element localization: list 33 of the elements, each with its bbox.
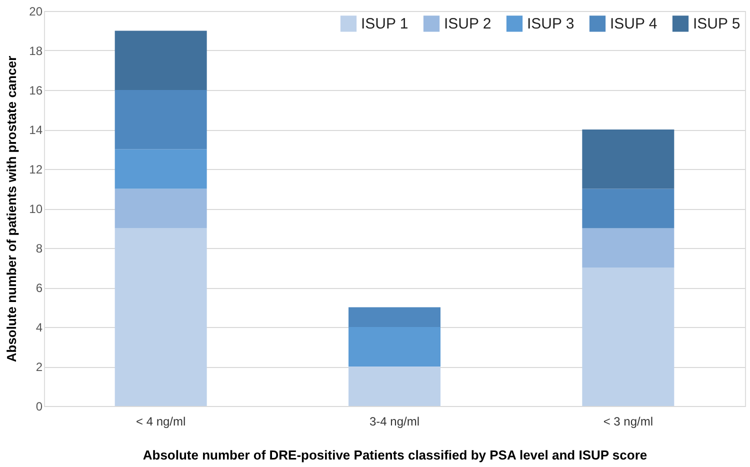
bar <box>348 366 440 406</box>
legend-label: ISUP 3 <box>527 16 574 33</box>
bar <box>348 327 440 366</box>
legend-label: ISUP 4 <box>610 16 658 33</box>
bar <box>114 30 207 90</box>
bar <box>114 228 207 406</box>
y-tick-label: 20 <box>29 4 43 18</box>
x-axis-title: Absolute number of DRE-positive Patients classified by PSA level and ISUP score <box>142 448 648 462</box>
y-tick-label: 0 <box>36 400 43 414</box>
x-tick-label: 3-4 ng/ml <box>369 414 420 428</box>
y-tick-label: 8 <box>36 242 43 256</box>
y-tick-label: 10 <box>29 202 43 216</box>
bar <box>114 188 207 228</box>
y-tick-label: 2 <box>36 360 43 374</box>
y-axis-title: Absolute number of patients with prostate cancer <box>4 56 20 362</box>
y-tick-label: 6 <box>36 281 43 295</box>
y-tick-label: 18 <box>29 44 43 58</box>
y-tick-label: 12 <box>29 162 43 176</box>
y-tick-label: 14 <box>29 123 43 137</box>
bar <box>348 307 440 327</box>
bar <box>114 149 207 189</box>
legend-label: ISUP 1 <box>361 16 408 33</box>
bar <box>582 268 674 406</box>
x-tick-label: < 4 ng/ml <box>136 414 186 428</box>
bar <box>582 130 674 189</box>
legend-label: ISUP 5 <box>693 16 740 33</box>
bar <box>582 188 674 228</box>
y-tick-label: 4 <box>36 320 43 334</box>
legend-label: ISUP 2 <box>444 16 492 33</box>
bar <box>114 90 207 150</box>
bar <box>582 228 674 268</box>
y-tick-label: 16 <box>29 84 43 98</box>
x-tick-label: < 3 ng/ml <box>603 414 654 428</box>
